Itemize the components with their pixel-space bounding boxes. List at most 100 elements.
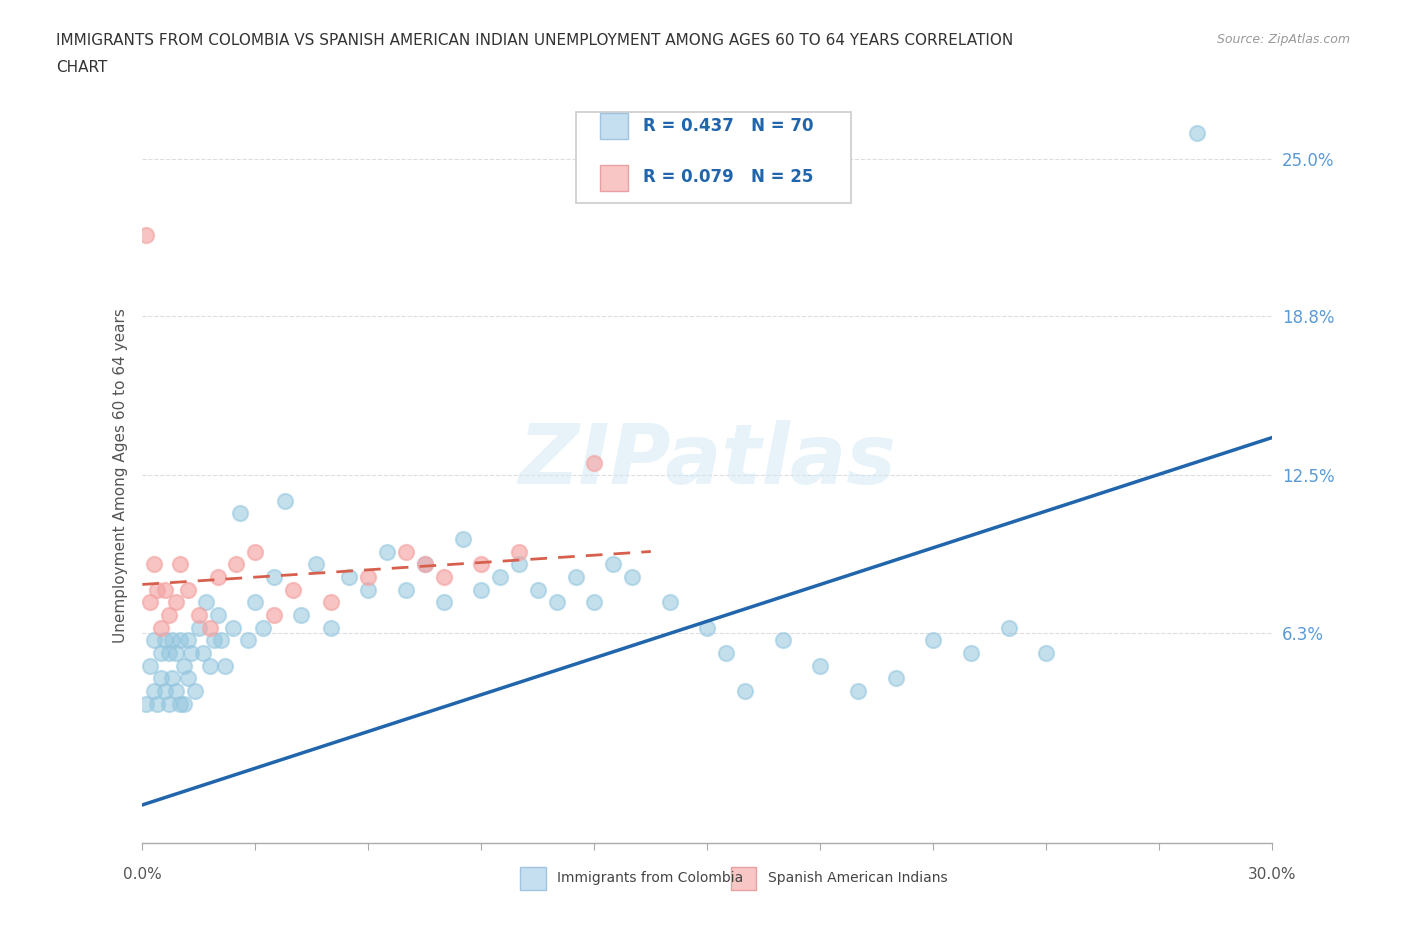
Point xyxy=(319,620,342,635)
Point xyxy=(884,671,907,685)
Y-axis label: Unemployment Among Ages 60 to 64 years: Unemployment Among Ages 60 to 64 years xyxy=(114,308,128,643)
Point xyxy=(162,632,184,647)
Point xyxy=(252,620,274,635)
Point xyxy=(846,684,869,698)
Point xyxy=(658,595,681,610)
Point xyxy=(169,697,191,711)
Point xyxy=(236,632,259,647)
Text: Spanish American Indians: Spanish American Indians xyxy=(768,871,948,885)
Point xyxy=(583,456,606,471)
Point xyxy=(135,227,157,242)
Point xyxy=(195,595,218,610)
Point xyxy=(187,607,209,622)
Point xyxy=(176,582,198,597)
Point xyxy=(157,697,180,711)
Point xyxy=(433,595,456,610)
Point xyxy=(180,645,202,660)
Point xyxy=(191,645,214,660)
Point xyxy=(263,607,285,622)
Point xyxy=(150,645,173,660)
Point xyxy=(583,595,606,610)
Point xyxy=(184,684,207,698)
Point xyxy=(150,620,173,635)
Point xyxy=(209,632,232,647)
Point xyxy=(470,582,492,597)
Point xyxy=(413,557,436,572)
Point xyxy=(621,569,644,584)
Point xyxy=(508,544,530,559)
Point xyxy=(375,544,398,559)
Point xyxy=(146,697,169,711)
Point xyxy=(222,620,245,635)
Point xyxy=(202,632,225,647)
Point xyxy=(245,544,267,559)
Point xyxy=(960,645,983,660)
Point xyxy=(281,582,304,597)
Point xyxy=(139,658,162,673)
Point xyxy=(187,620,209,635)
Point xyxy=(433,569,456,584)
Point xyxy=(470,557,492,572)
Point xyxy=(153,684,176,698)
Point xyxy=(207,607,229,622)
Point xyxy=(142,684,165,698)
Point xyxy=(169,557,191,572)
Point xyxy=(214,658,236,673)
Point xyxy=(319,595,342,610)
Point xyxy=(165,595,187,610)
Point xyxy=(602,557,624,572)
Point xyxy=(207,569,229,584)
Text: 0.0%: 0.0% xyxy=(122,867,162,882)
Point xyxy=(142,557,165,572)
Point xyxy=(1185,126,1208,140)
Point xyxy=(157,645,180,660)
Point xyxy=(153,582,176,597)
Point xyxy=(176,671,198,685)
Point xyxy=(564,569,586,584)
Text: CHART: CHART xyxy=(56,60,108,75)
Text: R = 0.437   N = 70: R = 0.437 N = 70 xyxy=(643,116,813,135)
Point xyxy=(173,658,195,673)
Point xyxy=(165,645,187,660)
Point xyxy=(304,557,326,572)
Point xyxy=(150,671,173,685)
Point xyxy=(229,506,252,521)
Point xyxy=(142,632,165,647)
Point xyxy=(808,658,831,673)
Point xyxy=(139,595,162,610)
Point xyxy=(546,595,568,610)
Point xyxy=(274,494,297,509)
Point xyxy=(290,607,312,622)
Point xyxy=(263,569,285,584)
Text: 30.0%: 30.0% xyxy=(1249,867,1296,882)
Point xyxy=(395,544,418,559)
Point xyxy=(451,531,474,546)
Point xyxy=(489,569,512,584)
Text: R = 0.079   N = 25: R = 0.079 N = 25 xyxy=(643,167,813,186)
Point xyxy=(527,582,550,597)
Text: Immigrants from Colombia: Immigrants from Colombia xyxy=(557,871,742,885)
Point xyxy=(413,557,436,572)
Text: IMMIGRANTS FROM COLOMBIA VS SPANISH AMERICAN INDIAN UNEMPLOYMENT AMONG AGES 60 T: IMMIGRANTS FROM COLOMBIA VS SPANISH AMER… xyxy=(56,33,1014,47)
Point xyxy=(165,684,187,698)
Point xyxy=(395,582,418,597)
Point xyxy=(734,684,756,698)
Point xyxy=(714,645,737,660)
Point xyxy=(1035,645,1057,660)
Point xyxy=(176,632,198,647)
Point xyxy=(508,557,530,572)
Point xyxy=(997,620,1019,635)
Point xyxy=(225,557,247,572)
Point xyxy=(696,620,718,635)
Point xyxy=(169,632,191,647)
Text: ZIPatlas: ZIPatlas xyxy=(519,420,896,501)
Point xyxy=(772,632,794,647)
Point xyxy=(146,582,169,597)
Point xyxy=(198,658,221,673)
Point xyxy=(339,569,361,584)
Point xyxy=(153,632,176,647)
Point xyxy=(922,632,945,647)
Point xyxy=(357,569,380,584)
Text: Source: ZipAtlas.com: Source: ZipAtlas.com xyxy=(1216,33,1350,46)
Point xyxy=(245,595,267,610)
